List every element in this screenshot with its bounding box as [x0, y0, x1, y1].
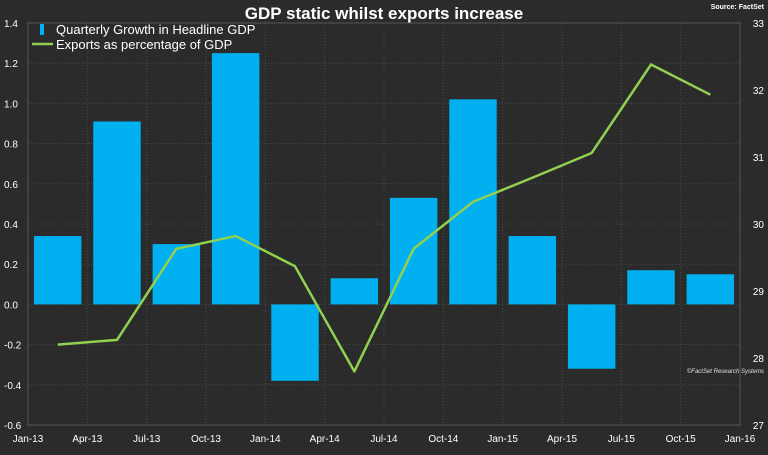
right-tick-label: 31 [753, 153, 765, 164]
left-tick-label: 1.0 [4, 99, 18, 110]
left-tick-label: 0.4 [4, 220, 18, 231]
left-tick-label: 1.2 [4, 59, 18, 70]
left-tick-label: -0.6 [4, 421, 22, 432]
left-tick-label: -0.2 [4, 341, 22, 352]
x-tick-label: Apr-14 [310, 434, 340, 445]
gdp-bar [211, 53, 260, 305]
x-tick-label: Oct-15 [666, 434, 696, 445]
footer-credit: ©FactSet Research Systems [687, 368, 764, 375]
gdp-bar [627, 270, 675, 305]
left-tick-label: 0.8 [4, 140, 18, 151]
x-tick-label: Jan-16 [725, 434, 756, 445]
gdp-bar [686, 274, 735, 305]
left-tick-label: 0.2 [4, 260, 18, 271]
left-tick-label: 0.6 [4, 180, 18, 191]
x-tick-label: Jul-14 [370, 434, 398, 445]
left-tick-label: 1.4 [4, 19, 18, 30]
gdp-bar [93, 121, 141, 305]
chart-title: GDP static whilst exports increase [245, 4, 523, 23]
x-axis-ticks: Jan-13 Apr-13 Jul-13 Oct-13 Jan-14 Apr-14 Jul-… [13, 434, 756, 445]
x-tick-label: Apr-15 [547, 434, 577, 445]
right-tick-label: 33 [753, 19, 765, 30]
right-axis-ticks: 33 32 31 30 29 28 27 [753, 19, 765, 432]
gdp-bar [508, 236, 557, 305]
x-tick-label: Jan-14 [250, 434, 281, 445]
right-tick-label: 32 [753, 86, 765, 97]
source-label: Source: FactSet [711, 4, 765, 11]
x-tick-label: Oct-14 [428, 434, 458, 445]
exports-line [57, 63, 711, 373]
right-tick-label: 28 [753, 354, 765, 365]
x-tick-label: Jul-13 [133, 434, 161, 445]
x-tick-label: Jan-13 [13, 434, 44, 445]
legend: Quarterly Growth in Headline GDP Exports… [32, 22, 255, 52]
x-tick-label: Jul-15 [608, 434, 636, 445]
gdp-bars [33, 53, 735, 381]
legend-exports-label: Exports as percentage of GDP [56, 37, 232, 52]
right-tick-label: 30 [753, 220, 765, 231]
gdp-bar [567, 304, 616, 369]
x-tick-label: Apr-13 [72, 434, 102, 445]
gridlines [27, 22, 741, 426]
left-tick-label: -0.4 [4, 381, 22, 392]
x-tick-label: Jan-15 [487, 434, 518, 445]
left-axis-ticks: 1.4 1.2 1.0 0.8 0.6 0.4 0.2 0.0 -0.2 -0.4 -0.6 [4, 19, 22, 432]
right-tick-label: 27 [753, 421, 765, 432]
right-tick-label: 29 [753, 287, 765, 298]
left-tick-label: 0.0 [4, 300, 18, 311]
legend-gdp-label: Quarterly Growth in Headline GDP [56, 22, 255, 37]
gdp-bar [33, 236, 82, 305]
gdp-bar [271, 304, 319, 381]
x-tick-label: Oct-13 [191, 434, 221, 445]
exports-polyline [57, 63, 711, 373]
plot-border [27, 22, 741, 426]
legend-bar-swatch [40, 24, 44, 35]
gdp-bar [330, 278, 379, 305]
